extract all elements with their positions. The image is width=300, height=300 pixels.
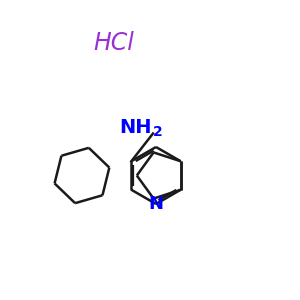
Text: HCl: HCl [94, 32, 134, 56]
Text: 2: 2 [153, 125, 163, 139]
Text: NH: NH [119, 118, 152, 137]
Text: N: N [148, 195, 164, 213]
